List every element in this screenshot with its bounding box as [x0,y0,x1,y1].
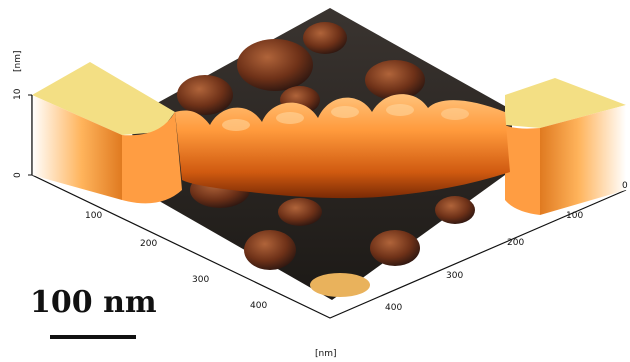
back-blobs [177,22,425,115]
z-tick-0: 0 [13,172,23,178]
right-axis: 0 100 200 300 400 [385,181,628,313]
right-tick-0: 0 [622,181,628,191]
left-plateau [32,62,182,204]
z-axis: 0 10 [nm] [13,51,33,178]
left-tick-100: 100 [85,211,102,221]
right-plateau [505,78,626,215]
scale-bar-label: 100 nm [30,285,157,320]
right-tick-400: 400 [385,303,402,313]
scale-bar [50,335,136,339]
z-tick-10: 10 [13,88,23,100]
left-axis: 100 200 300 400 [85,211,267,311]
z-axis-unit: [nm] [13,51,23,73]
right-tick-200: 200 [507,238,524,248]
ridge [175,94,510,199]
front-blobs [190,172,475,297]
left-tick-400: 400 [250,301,267,311]
bottom-axis-unit: [nm] [315,349,337,359]
left-tick-200: 200 [140,239,157,249]
right-tick-300: 300 [446,271,463,281]
right-tick-100: 100 [566,211,583,221]
left-tick-300: 300 [192,275,209,285]
